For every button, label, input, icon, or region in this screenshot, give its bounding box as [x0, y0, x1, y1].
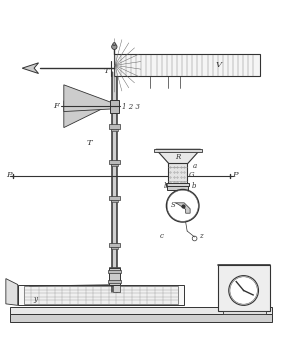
Bar — [114, 54, 260, 76]
Bar — [110, 271, 118, 273]
Text: c: c — [159, 232, 163, 240]
Bar — [109, 160, 120, 164]
Circle shape — [113, 43, 116, 46]
Bar — [109, 124, 120, 128]
Text: y: y — [34, 296, 38, 304]
Text: P: P — [232, 171, 238, 179]
Bar — [108, 280, 121, 283]
Bar — [24, 286, 178, 304]
Bar — [110, 128, 118, 131]
Circle shape — [229, 276, 259, 305]
Circle shape — [230, 277, 257, 304]
Bar — [167, 186, 188, 190]
Bar — [110, 164, 118, 166]
Bar — [10, 307, 272, 314]
Bar — [109, 267, 120, 271]
Text: 1 2 3: 1 2 3 — [122, 103, 140, 111]
Bar — [109, 268, 120, 285]
Bar — [168, 163, 187, 185]
Polygon shape — [175, 203, 190, 213]
Text: b: b — [192, 182, 196, 190]
Polygon shape — [22, 63, 38, 74]
Text: P: P — [6, 171, 12, 179]
Text: V: V — [215, 60, 221, 68]
Text: S: S — [170, 201, 175, 209]
Bar — [110, 100, 119, 113]
Polygon shape — [156, 149, 200, 164]
Bar — [110, 248, 118, 249]
Text: b: b — [164, 182, 169, 190]
Circle shape — [166, 189, 199, 222]
Bar — [18, 285, 184, 305]
Text: a: a — [193, 162, 197, 170]
Circle shape — [112, 44, 117, 50]
Bar — [113, 285, 120, 292]
Bar — [110, 200, 118, 202]
Bar — [109, 196, 120, 200]
Bar — [112, 72, 117, 292]
Text: F: F — [53, 102, 59, 110]
Text: z: z — [199, 232, 203, 240]
Polygon shape — [64, 101, 114, 128]
Text: R: R — [175, 153, 181, 161]
Bar — [108, 270, 121, 273]
Polygon shape — [6, 278, 18, 305]
Text: T: T — [86, 139, 92, 147]
Polygon shape — [64, 85, 114, 111]
Bar — [10, 314, 272, 322]
Bar — [109, 243, 120, 248]
Text: G: G — [189, 171, 194, 179]
Text: T: T — [104, 67, 110, 75]
Bar — [166, 183, 189, 186]
Bar — [154, 149, 202, 152]
Bar — [218, 265, 270, 311]
Bar — [223, 311, 266, 314]
